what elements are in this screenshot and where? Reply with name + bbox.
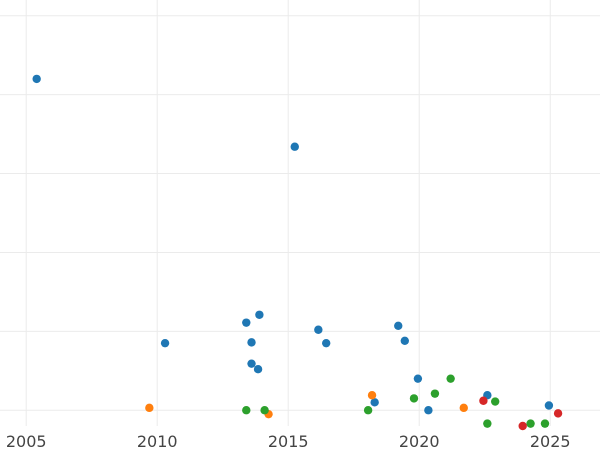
data-point xyxy=(394,321,403,331)
data-point xyxy=(544,401,554,410)
data-point xyxy=(242,406,251,415)
data-point xyxy=(409,394,419,403)
data-point xyxy=(145,403,154,413)
data-point xyxy=(367,391,377,400)
data-point xyxy=(322,338,331,348)
data-point xyxy=(430,389,440,398)
data-point xyxy=(247,359,256,368)
data-points xyxy=(32,74,563,431)
data-point xyxy=(526,419,535,428)
data-point xyxy=(314,325,323,334)
data-point xyxy=(553,409,563,418)
data-point xyxy=(424,406,433,415)
x-tick-labels: 2005 2010 2015 2020 2025 xyxy=(6,432,571,451)
data-point xyxy=(518,421,527,431)
data-point xyxy=(290,142,299,151)
data-point xyxy=(446,374,455,383)
data-point xyxy=(370,398,379,407)
data-point xyxy=(479,396,488,405)
x-tick-label: 2025 xyxy=(530,432,571,450)
grid-lines xyxy=(0,0,600,426)
x-tick-label: 2020 xyxy=(399,432,440,450)
data-point xyxy=(540,419,550,428)
data-point xyxy=(400,336,410,345)
x-tick-label: 2005 xyxy=(6,432,47,450)
data-point xyxy=(483,419,492,428)
x-tick-label: 2015 xyxy=(268,432,309,450)
x-tick-label: 2010 xyxy=(137,432,178,450)
data-point xyxy=(260,406,269,415)
data-point xyxy=(363,406,373,415)
data-point xyxy=(247,338,256,347)
data-point xyxy=(459,403,468,413)
data-point xyxy=(160,338,170,348)
data-point xyxy=(255,310,264,319)
data-point xyxy=(242,318,251,327)
data-point xyxy=(253,365,263,374)
data-point xyxy=(490,397,500,406)
data-point xyxy=(413,374,423,383)
data-point xyxy=(32,74,41,84)
